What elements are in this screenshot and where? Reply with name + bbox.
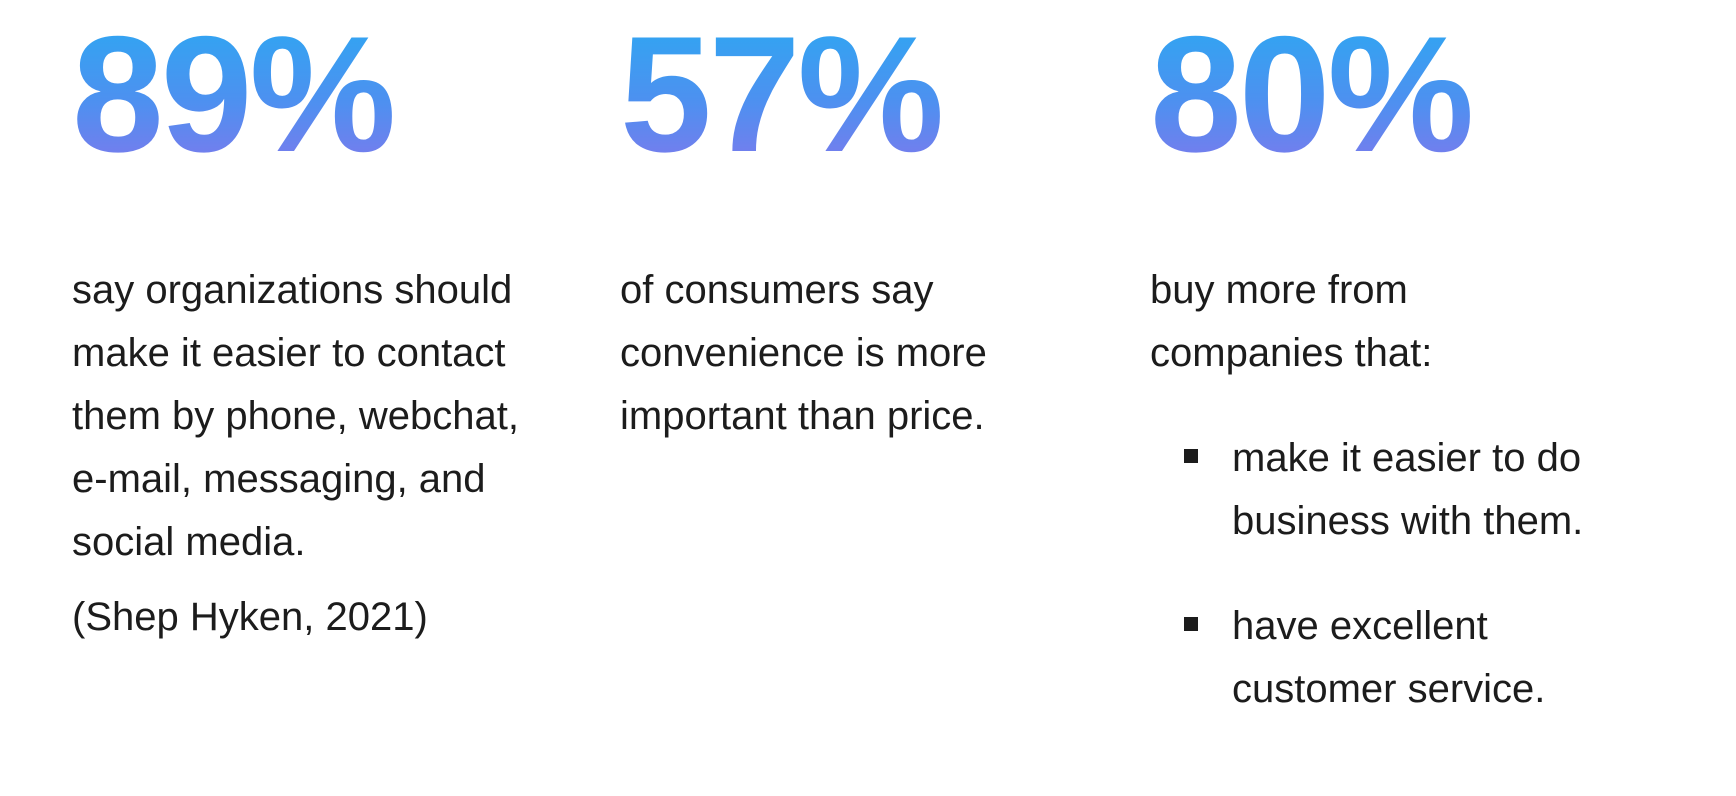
stat-description: say organizations should make it easier … xyxy=(72,268,519,564)
bullet-item: make it easier to do business with them. xyxy=(1150,427,1640,553)
bullet-dot-icon xyxy=(1184,449,1198,463)
bullet-item-text: make it easier to do business with them. xyxy=(1232,436,1584,543)
stat-column-contact-channels: 89% say organizations should make it eas… xyxy=(72,12,532,649)
bullet-item-text: have excellent customer service. xyxy=(1232,604,1546,711)
bullet-dot-icon xyxy=(1184,617,1198,631)
stat-column-convenience: 57% of consumers say convenience is more… xyxy=(620,12,1088,448)
stat-value: 80% xyxy=(1150,2,1474,186)
bullet-item: have excellent customer service. xyxy=(1150,595,1640,721)
bullet-list: make it easier to do business with them.… xyxy=(1150,427,1640,721)
stat-column-buy-more: 80% buy more from companies that: make i… xyxy=(1150,12,1640,721)
stat-value: 89% xyxy=(72,2,396,186)
stat-value: 57% xyxy=(620,2,944,186)
stat-source-note: (Shep Hyken, 2021) xyxy=(72,595,428,639)
stat-description: of consumers say convenience is more imp… xyxy=(620,268,987,438)
stat-description: buy more from companies that: xyxy=(1150,268,1433,375)
